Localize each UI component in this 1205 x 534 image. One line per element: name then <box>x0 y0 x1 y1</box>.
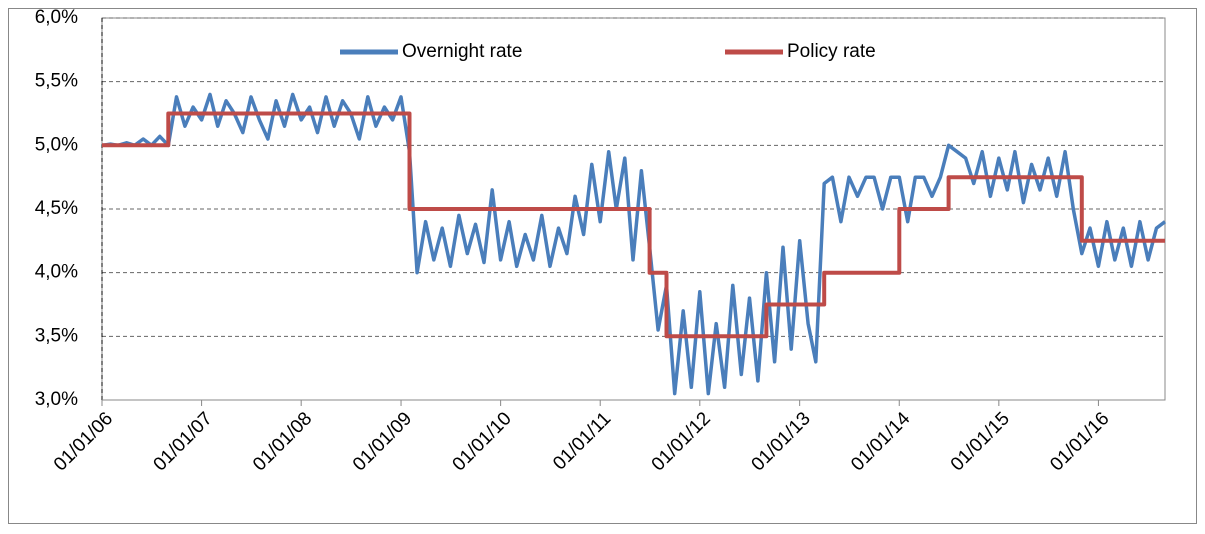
series-line <box>102 111 1165 339</box>
y-tick-label: 5,0% <box>35 134 78 155</box>
series-line <box>101 92 1167 396</box>
y-tick-label: 5,5% <box>35 71 78 92</box>
chart-frame <box>8 8 1197 524</box>
legend-label: Overnight rate <box>402 41 522 62</box>
legend-label: Policy rate <box>787 41 876 62</box>
y-tick-label: 4,5% <box>35 198 78 219</box>
y-tick-label: 3,5% <box>35 325 78 346</box>
y-tick-label: 6,0% <box>35 7 78 28</box>
y-tick-label: 3,0% <box>35 389 78 410</box>
y-tick-label: 4,0% <box>35 262 78 283</box>
